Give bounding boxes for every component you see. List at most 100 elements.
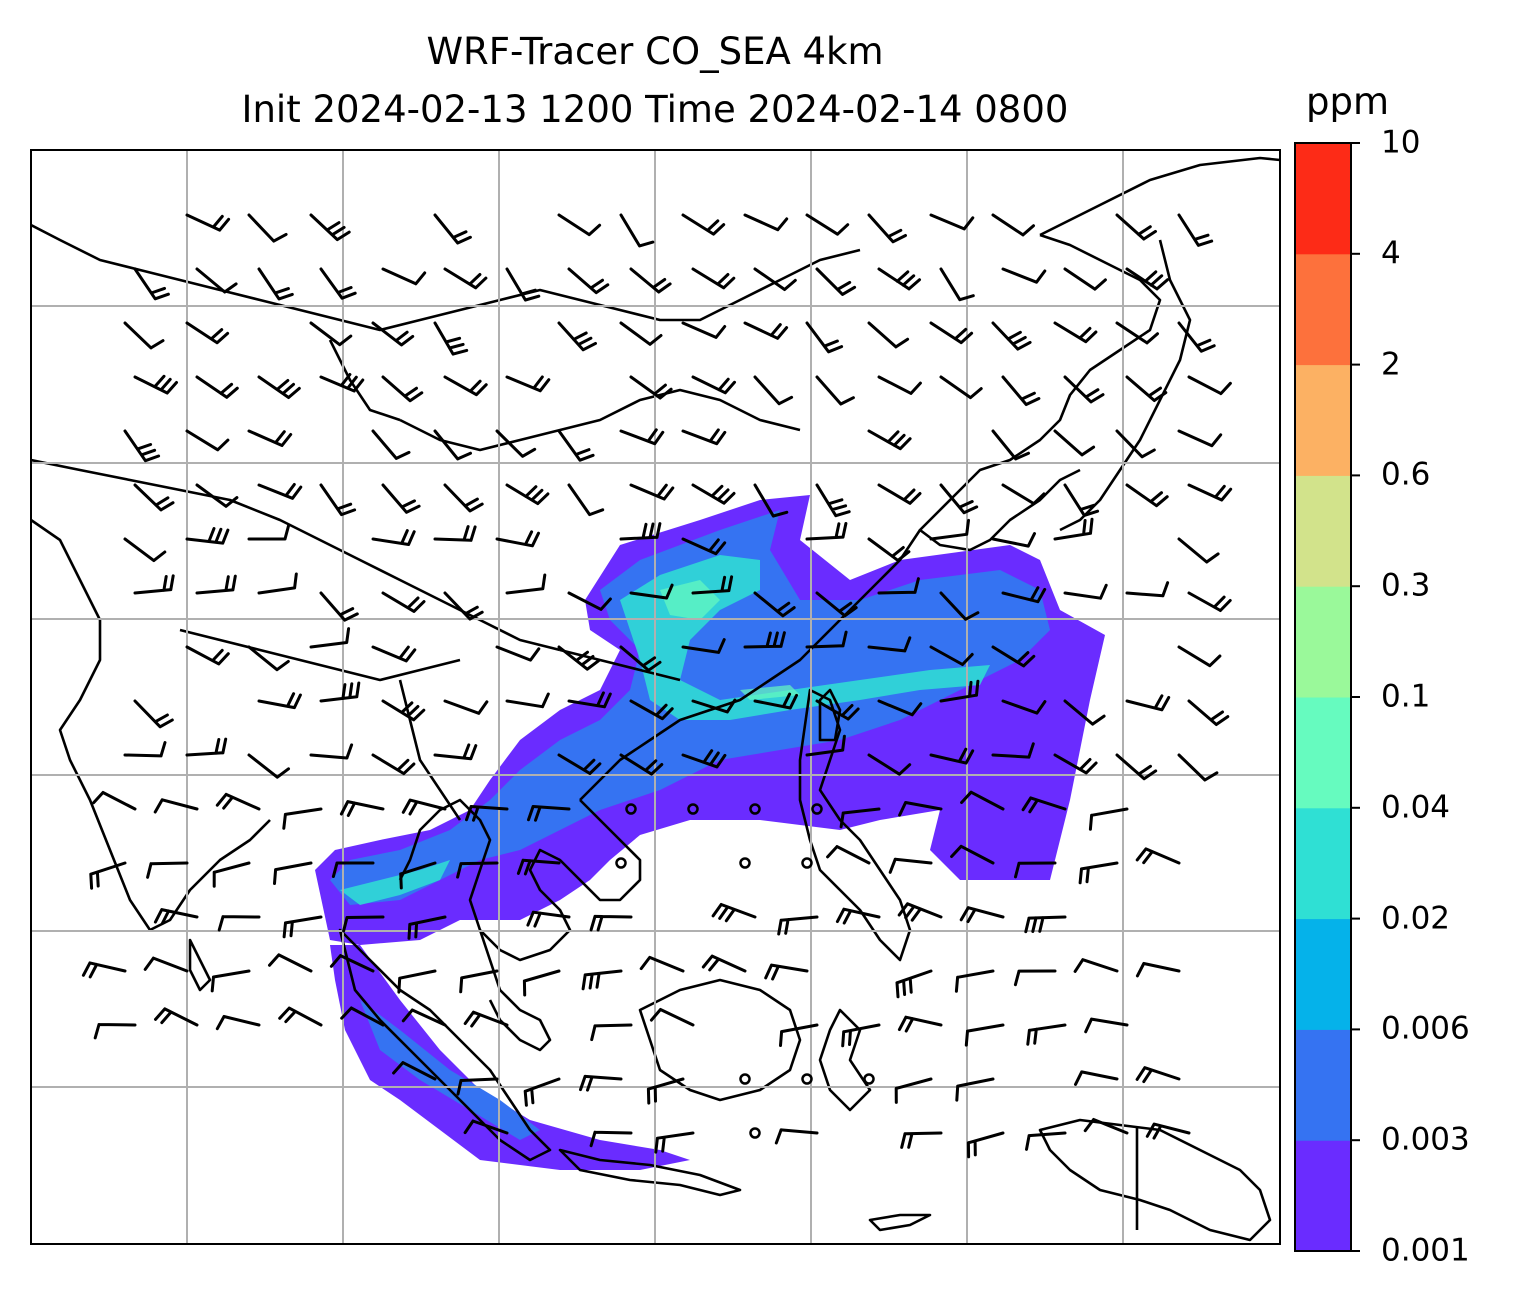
wind-barb [153,798,199,814]
wind-barb [815,267,857,296]
colorbar-segment [1295,143,1351,255]
border-inland-1 [31,458,561,652]
wind-barb [646,1077,685,1105]
wind-barb [247,753,290,779]
wind-barb [257,692,302,710]
wind-barb [1187,699,1230,726]
wind-barb [805,630,848,649]
wind-barb [1024,915,1067,934]
wind-barbs [81,213,1233,1159]
wind-barb [495,429,537,458]
wind-barb [1088,807,1129,831]
border-inland-2 [179,628,461,682]
wind-barb [1084,1017,1129,1034]
wind-barb [133,483,175,512]
colorbar-segment [1295,1029,1351,1141]
wind-barb [681,638,726,654]
wind-barb [185,645,230,666]
wind-barb [282,807,323,830]
wind-barb [966,1131,1005,1159]
wind-barb [929,321,974,345]
wind-barb [764,963,809,981]
wind-barb [443,375,488,397]
wind-barb [495,645,541,662]
wind-barb [567,267,610,295]
wind-barb [195,483,239,508]
wind-barb [894,1077,933,1104]
wind-barb [1074,1070,1119,1086]
wind-barb [753,591,796,618]
wind-barb [815,591,858,618]
wind-barb [1135,847,1181,865]
wind-barb [557,213,602,237]
wind-barb [215,1015,261,1031]
wind-barb [443,483,484,513]
coastline-timor [868,1213,932,1232]
wind-barb [1125,581,1170,598]
wind-barb [867,429,912,451]
wind-barb [877,577,920,595]
calm-wind-marker [615,857,627,869]
wind-barb [1026,1023,1067,1046]
calm-wind-marker [625,803,637,815]
wind-barb [195,267,238,294]
calm-wind-marker [739,1073,751,1085]
wind-barb [331,861,375,878]
wind-barb [1135,962,1181,978]
wind-barb [342,915,385,933]
wind-barb [185,213,231,232]
wind-barb [443,699,489,715]
wind-barb [589,914,633,932]
wind-barb [579,1074,623,1092]
wind-barb [273,861,313,885]
wind-barb [1125,375,1168,402]
wind-barb [371,753,416,776]
wind-barb [1125,483,1169,508]
wind-barb [681,749,727,769]
colorbar-tick-label: 0.1 [1381,678,1431,715]
wind-barb [557,429,595,462]
wind-barb [433,213,472,245]
wind-barb [939,267,975,302]
wind-barb [619,428,665,446]
wind-barb [123,741,167,758]
wind-barb [1083,1118,1129,1135]
wind-barb [1053,321,1098,344]
wind-barb [743,321,789,340]
wind-barb [456,861,499,879]
colorbar-tick-label: 0.006 [1381,1010,1470,1047]
wind-barb [505,375,551,393]
wind-barb [654,1131,695,1154]
wind-barb [753,375,794,406]
wind-barb [81,961,127,979]
wind-barb [567,591,612,611]
wind-barb [247,524,291,541]
wind-barb [185,321,230,345]
wind-barb [443,591,484,621]
wind-barb [991,532,1036,548]
wind-barb [505,692,550,709]
wind-barb [619,321,663,346]
wind-barb [805,321,844,354]
wind-barb [433,321,469,356]
wind-barb [629,375,673,400]
wind-barb [1145,1122,1191,1140]
wind-barb [465,805,509,822]
wind-barb [826,845,871,865]
wind-barb [1115,321,1159,345]
wind-barb [1063,699,1106,726]
border-china-mongolia [31,223,861,332]
wind-barb [433,525,477,542]
coastline-china-east [579,529,922,801]
wind-barb [1125,267,1169,291]
wind-barb [319,681,361,703]
wind-barb [339,800,385,817]
wind-barb [557,645,600,671]
wind-barb [257,572,298,595]
wind-barb [991,321,1032,351]
wind-barb [839,807,881,829]
wind-barb [711,903,757,923]
wind-barb [215,792,261,811]
calm-wind-marker [811,803,823,815]
